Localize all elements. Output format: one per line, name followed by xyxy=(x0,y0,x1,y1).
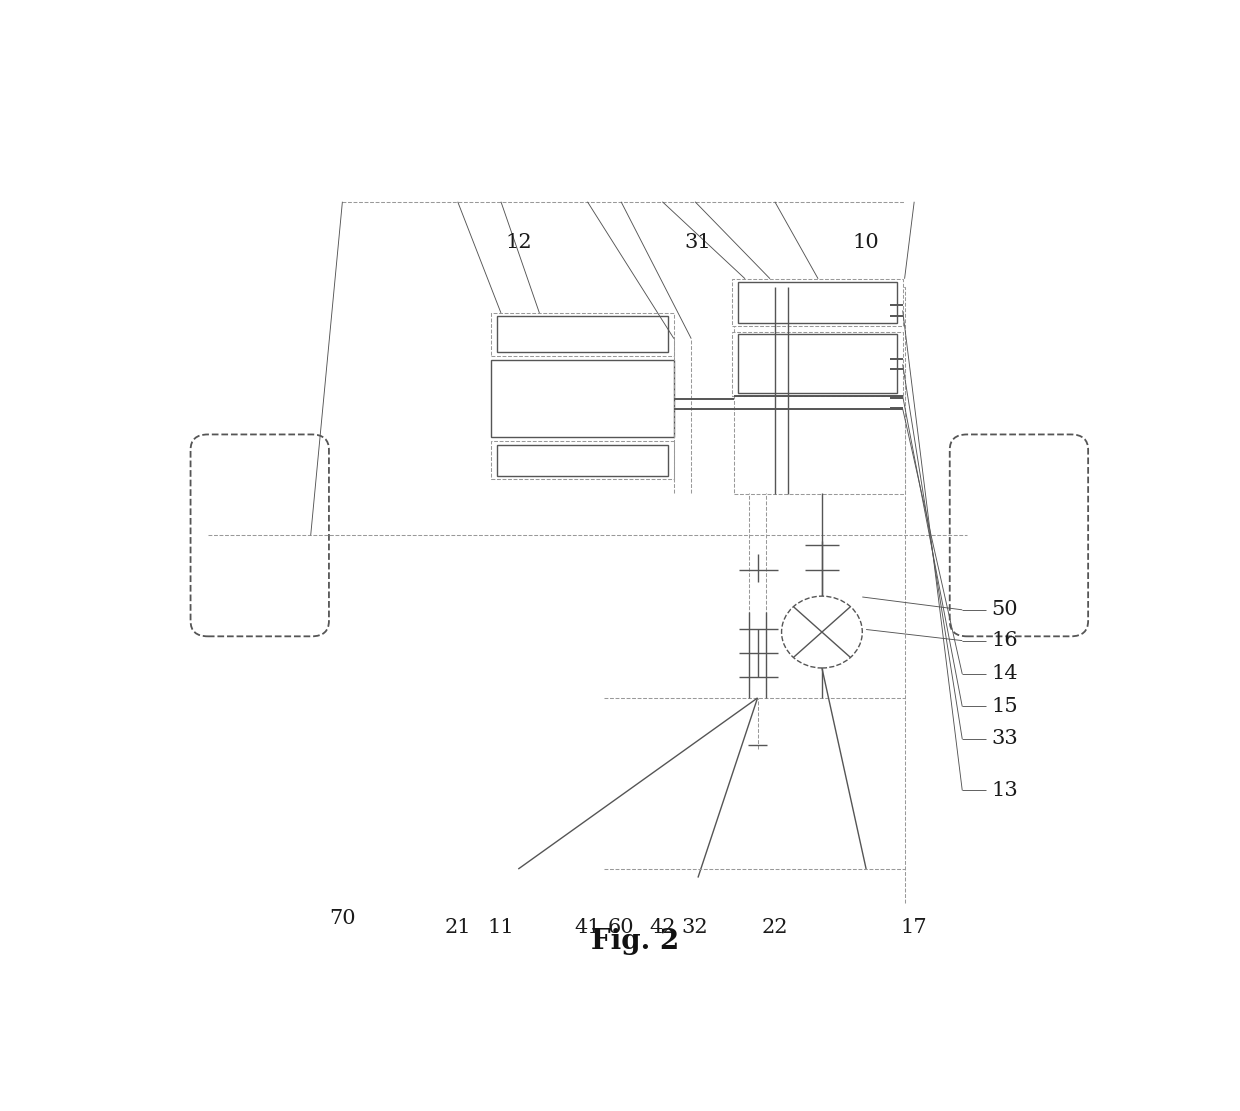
Text: 11: 11 xyxy=(487,918,515,937)
Text: 10: 10 xyxy=(853,233,879,252)
Bar xyxy=(491,313,675,356)
Text: 50: 50 xyxy=(991,600,1018,619)
Bar xyxy=(738,334,897,392)
Circle shape xyxy=(781,597,862,668)
Bar xyxy=(738,282,897,323)
Bar xyxy=(497,317,668,352)
Text: Fig. 2: Fig. 2 xyxy=(591,928,680,955)
Bar xyxy=(734,288,904,494)
Text: 17: 17 xyxy=(901,918,928,937)
Bar xyxy=(497,444,668,477)
Text: 15: 15 xyxy=(991,697,1018,715)
Text: 21: 21 xyxy=(444,918,471,937)
Text: 32: 32 xyxy=(682,918,708,937)
Text: 16: 16 xyxy=(991,631,1018,650)
Text: 12: 12 xyxy=(505,233,532,252)
Bar xyxy=(732,279,903,326)
Text: 13: 13 xyxy=(991,781,1018,800)
FancyBboxPatch shape xyxy=(191,434,329,637)
Text: 70: 70 xyxy=(329,909,356,928)
Text: 41: 41 xyxy=(574,918,600,937)
Text: 22: 22 xyxy=(761,918,789,937)
Text: 42: 42 xyxy=(650,918,676,937)
Text: 14: 14 xyxy=(991,664,1018,683)
Text: 33: 33 xyxy=(991,730,1018,749)
FancyBboxPatch shape xyxy=(950,434,1089,637)
Bar xyxy=(732,332,903,396)
Text: 60: 60 xyxy=(608,918,635,937)
Bar xyxy=(491,360,675,437)
Text: 31: 31 xyxy=(684,233,712,252)
Bar xyxy=(491,441,675,479)
